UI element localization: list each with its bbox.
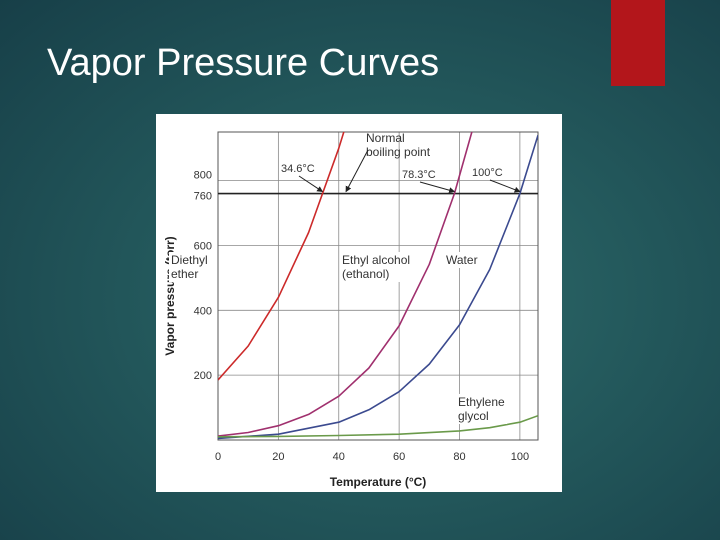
series-label: Ethylene glycol <box>458 395 505 423</box>
series-label: Water <box>446 253 478 267</box>
series-label: Ethyl alcohol (ethanol) <box>342 253 410 281</box>
vapor-pressure-chart: 0 20 40 60 80 100 200 400 600 760 800 Temperature (… <box>163 131 539 489</box>
y-tick-label: 800 <box>194 170 212 182</box>
boiling-point-arrow <box>419 181 456 194</box>
boiling-point-label: 100°C <box>472 167 503 179</box>
label-background <box>169 252 210 282</box>
x-tick-label: 60 <box>393 451 405 463</box>
x-axis-label: Temperature (°C) <box>330 475 427 489</box>
boiling-point-arrow <box>489 179 521 193</box>
boiling-point-label: 78.3°C <box>402 169 436 181</box>
boiling-point-label: 34.6°C <box>281 163 315 175</box>
x-tick-label: 40 <box>333 451 345 463</box>
label-background <box>456 394 508 424</box>
normal-boiling-point-arrow <box>345 149 369 193</box>
series-line <box>218 132 345 381</box>
y-tick-label: 760 <box>194 191 212 203</box>
series-label: Diethyl ether <box>171 253 208 281</box>
series-line <box>218 414 538 438</box>
x-tick-label: 80 <box>453 451 465 463</box>
slide-title: Vapor Pressure Curves <box>47 42 440 84</box>
label-background <box>340 252 413 282</box>
x-tick-label: 20 <box>272 451 284 463</box>
plot-frame <box>217 131 539 441</box>
y-tick-label: 600 <box>194 240 212 252</box>
x-tick-label: 100 <box>511 451 529 463</box>
y-tick-label: 400 <box>194 305 212 317</box>
series-line <box>218 132 473 437</box>
x-tick-label: 0 <box>215 451 221 463</box>
series-line <box>218 134 538 440</box>
boiling-point-arrow <box>298 175 324 193</box>
chart-figure: 0 20 40 60 80 100 200 400 600 760 800 Temperature (… <box>156 114 562 492</box>
label-background <box>444 252 480 268</box>
y-tick-label: 200 <box>194 370 212 382</box>
accent-bar <box>611 0 665 86</box>
normal-boiling-point-label: Normal boiling point <box>366 131 431 159</box>
